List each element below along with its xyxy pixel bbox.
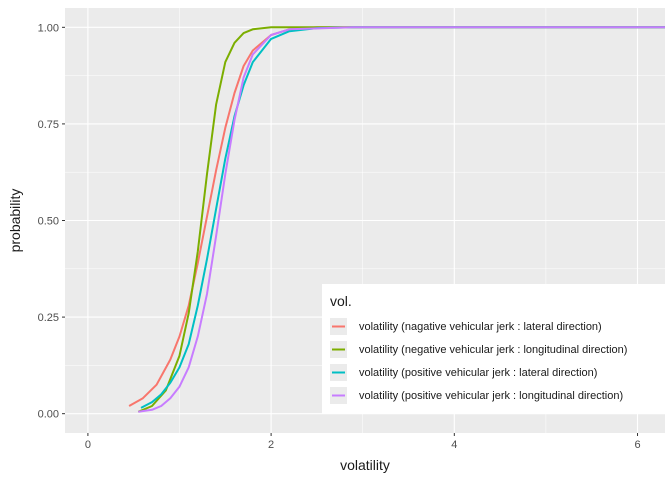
legend-background [322, 284, 665, 414]
y-axis-ticks: 0.00 0.25 0.50 0.75 1.00 [38, 22, 65, 421]
legend: vol. volatility (nagative vehicular jerk… [322, 284, 665, 414]
legend-title: vol. [330, 293, 352, 309]
legend-label: volatility (positive vehicular jerk : lo… [359, 390, 623, 402]
y-axis-title: probability [7, 189, 23, 253]
series-line-3 [140, 26, 665, 409]
x-tick-label: 6 [634, 439, 640, 451]
x-tick-label: 2 [268, 439, 274, 451]
legend-label: volatility (negative vehicular jerk : lo… [359, 344, 627, 356]
x-tick-label: 0 [85, 439, 91, 451]
y-tick-label: 1.00 [38, 22, 59, 34]
x-axis-title: volatility [340, 457, 390, 473]
series-line-4 [138, 26, 665, 413]
x-tick-label: 4 [451, 439, 457, 451]
y-tick-label: 0.25 [38, 312, 59, 324]
y-tick-label: 0.75 [38, 119, 59, 131]
x-axis-ticks: 0 2 4 6 [85, 433, 641, 451]
legend-items: volatility (nagative vehicular jerk : la… [330, 318, 627, 404]
y-tick-label: 0.50 [38, 216, 59, 228]
series-lines [128, 26, 665, 413]
legend-label: volatility (positive vehicular jerk : la… [359, 367, 597, 379]
y-tick-label: 0.00 [38, 409, 59, 421]
legend-label: volatility (nagative vehicular jerk : la… [359, 321, 602, 333]
